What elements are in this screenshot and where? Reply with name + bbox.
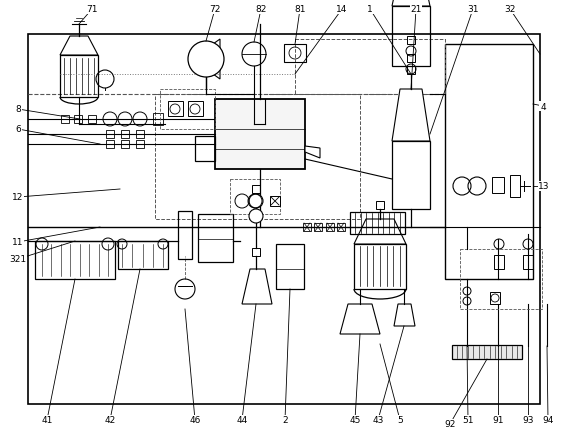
- Bar: [407, 55, 415, 63]
- Text: 94: 94: [542, 415, 553, 424]
- Text: 72: 72: [209, 6, 221, 14]
- Bar: [392, 141, 430, 210]
- Text: 91: 91: [492, 415, 504, 424]
- Bar: [490, 293, 500, 304]
- Polygon shape: [305, 147, 320, 159]
- Polygon shape: [392, 90, 430, 141]
- Text: 51: 51: [462, 415, 473, 424]
- Bar: [510, 176, 520, 197]
- Polygon shape: [192, 40, 220, 80]
- Polygon shape: [340, 304, 380, 334]
- Text: 92: 92: [444, 420, 455, 428]
- Bar: [168, 102, 183, 117]
- Bar: [118, 241, 168, 270]
- Polygon shape: [242, 270, 272, 304]
- Text: 46: 46: [189, 415, 200, 424]
- Text: 4: 4: [540, 102, 546, 111]
- Bar: [121, 131, 129, 139]
- Bar: [74, 116, 82, 124]
- Text: 14: 14: [336, 6, 348, 14]
- Bar: [303, 224, 311, 231]
- Bar: [230, 180, 280, 214]
- Bar: [376, 201, 384, 210]
- Bar: [276, 244, 304, 289]
- Bar: [155, 95, 360, 220]
- Bar: [136, 141, 144, 149]
- Bar: [121, 141, 129, 149]
- Bar: [195, 137, 215, 161]
- Bar: [160, 90, 215, 130]
- Text: 21: 21: [410, 6, 422, 14]
- Bar: [326, 224, 334, 231]
- Text: 2: 2: [282, 415, 288, 424]
- Bar: [452, 345, 522, 359]
- Text: 93: 93: [522, 415, 534, 424]
- Bar: [337, 224, 345, 231]
- Polygon shape: [394, 304, 415, 326]
- Bar: [61, 116, 69, 124]
- Bar: [392, 7, 430, 67]
- Bar: [106, 141, 114, 149]
- Bar: [492, 178, 504, 194]
- Circle shape: [188, 42, 224, 78]
- Text: 82: 82: [255, 6, 267, 14]
- Bar: [494, 256, 504, 270]
- Polygon shape: [60, 37, 98, 56]
- Text: 43: 43: [372, 415, 384, 424]
- Text: 11: 11: [12, 238, 24, 247]
- Bar: [28, 35, 540, 404]
- Bar: [270, 197, 280, 207]
- Polygon shape: [354, 220, 406, 244]
- Bar: [407, 67, 415, 75]
- Text: 45: 45: [349, 415, 361, 424]
- Bar: [284, 45, 306, 63]
- Text: 42: 42: [104, 415, 115, 424]
- Bar: [314, 224, 322, 231]
- Bar: [295, 40, 445, 95]
- Text: 5: 5: [397, 415, 403, 424]
- Bar: [460, 250, 542, 309]
- Bar: [198, 214, 233, 263]
- Text: 31: 31: [467, 6, 479, 14]
- Text: 71: 71: [86, 6, 98, 14]
- Polygon shape: [392, 0, 430, 7]
- Text: 321: 321: [10, 255, 26, 264]
- Text: 41: 41: [41, 415, 53, 424]
- Bar: [215, 100, 305, 170]
- Bar: [60, 56, 98, 98]
- Bar: [354, 244, 406, 289]
- Bar: [106, 131, 114, 139]
- Bar: [178, 211, 192, 260]
- Text: 13: 13: [538, 182, 549, 191]
- Circle shape: [249, 194, 263, 208]
- Bar: [188, 102, 203, 117]
- Text: 81: 81: [294, 6, 306, 14]
- Bar: [252, 186, 260, 194]
- Text: 6: 6: [15, 125, 21, 134]
- Circle shape: [249, 210, 263, 224]
- Bar: [252, 248, 260, 256]
- Bar: [350, 213, 405, 234]
- Bar: [407, 37, 415, 45]
- Text: 1: 1: [367, 6, 373, 14]
- Bar: [35, 241, 115, 279]
- Text: 32: 32: [504, 6, 516, 14]
- Bar: [523, 256, 533, 270]
- Bar: [136, 131, 144, 139]
- Bar: [445, 45, 533, 279]
- Text: 44: 44: [236, 415, 248, 424]
- Text: 8: 8: [15, 105, 21, 114]
- Bar: [88, 116, 96, 124]
- Text: 12: 12: [12, 193, 24, 202]
- Bar: [153, 114, 163, 126]
